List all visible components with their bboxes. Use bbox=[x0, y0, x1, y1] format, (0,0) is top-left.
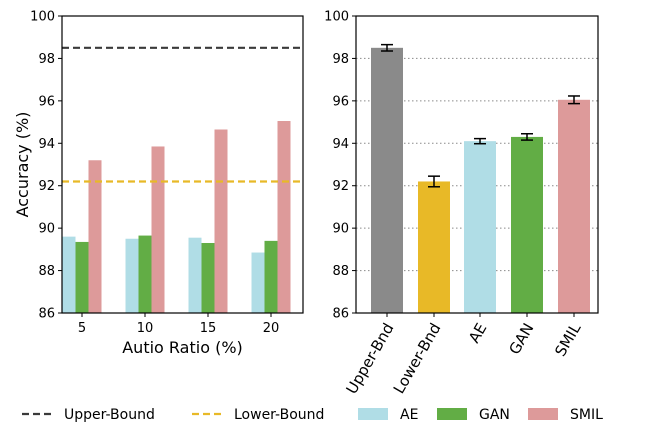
bar-lower-bnd bbox=[418, 181, 450, 313]
right-y-tick-label: 92 bbox=[332, 179, 349, 194]
right-y-tick-label: 98 bbox=[332, 52, 349, 67]
right-y-tick-label: 100 bbox=[324, 10, 349, 25]
left-x-tick-label: 20 bbox=[263, 321, 280, 336]
right-y-tick-label: 86 bbox=[332, 307, 349, 322]
right-x-tick-label: SMIL bbox=[551, 319, 585, 359]
legend: Upper-Bound Lower-Bound AE GAN SMIL bbox=[22, 407, 603, 423]
legend-swatch-smil bbox=[528, 408, 558, 420]
bar-gan-15 bbox=[201, 242, 215, 313]
right-plot-frame bbox=[355, 15, 599, 314]
bar-ae-10 bbox=[125, 238, 139, 313]
bar-ae-20 bbox=[251, 252, 265, 313]
left-y-tick-label: 90 bbox=[38, 222, 55, 237]
legend-swatch-gan bbox=[437, 408, 467, 420]
left-y-tick-label: 86 bbox=[38, 307, 55, 322]
left-x-tick-label: 15 bbox=[200, 321, 217, 336]
right-x-tick-label: Upper-Bnd bbox=[343, 320, 398, 397]
left-y-tick-label: 88 bbox=[38, 264, 55, 279]
bar-gan-10 bbox=[138, 235, 152, 313]
left-x-tick-label: 5 bbox=[78, 321, 86, 336]
bar-gan-5 bbox=[75, 241, 89, 313]
right-y-tick-label: 94 bbox=[332, 137, 349, 152]
right-y-tick-label: 88 bbox=[332, 264, 349, 279]
left-x-tick-label: 10 bbox=[137, 321, 154, 336]
legend-label: Lower-Bound bbox=[234, 407, 324, 423]
bar-smil-15 bbox=[214, 129, 228, 313]
legend-label: AE bbox=[400, 407, 418, 423]
left-y-axis-title: Accuracy (%) bbox=[13, 112, 32, 218]
left-y-tick-label: 96 bbox=[38, 94, 55, 109]
right-y-tick-label: 96 bbox=[332, 94, 349, 109]
bar-gan-20 bbox=[264, 240, 278, 313]
bar-smil-10 bbox=[151, 146, 165, 313]
right-x-tick-label: AE bbox=[465, 320, 490, 346]
left-y-tick-label: 92 bbox=[38, 179, 55, 194]
bar-smil-5 bbox=[88, 160, 102, 313]
bar-smil bbox=[558, 99, 590, 314]
right-x-tick-label: GAN bbox=[505, 320, 537, 358]
legend-label: SMIL bbox=[570, 407, 603, 423]
left-y-tick-label: 100 bbox=[30, 10, 55, 25]
bar-smil-20 bbox=[277, 121, 291, 313]
left-plot-frame bbox=[61, 15, 304, 314]
bar-ae-5 bbox=[62, 236, 76, 313]
legend-label: Upper-Bound bbox=[64, 407, 155, 423]
right-x-tick-label: Lower-Bnd bbox=[390, 320, 445, 397]
right-y-tick-label: 90 bbox=[332, 222, 349, 237]
legend-swatch-ae bbox=[358, 408, 388, 420]
left-y-tick-label: 94 bbox=[38, 137, 55, 152]
bar-ae-15 bbox=[188, 237, 202, 313]
bar-gan bbox=[511, 136, 543, 313]
legend-label: GAN bbox=[479, 407, 510, 423]
left-chart: 86 88 90 92 94 96 98 100 5 10 15 20 Autio Ratio (%) A… bbox=[13, 10, 304, 357]
bar-ae bbox=[464, 141, 496, 313]
left-x-axis-title: Autio Ratio (%) bbox=[122, 338, 243, 357]
left-y-tick-label: 98 bbox=[38, 52, 55, 67]
bar-upper-bnd bbox=[371, 47, 403, 313]
